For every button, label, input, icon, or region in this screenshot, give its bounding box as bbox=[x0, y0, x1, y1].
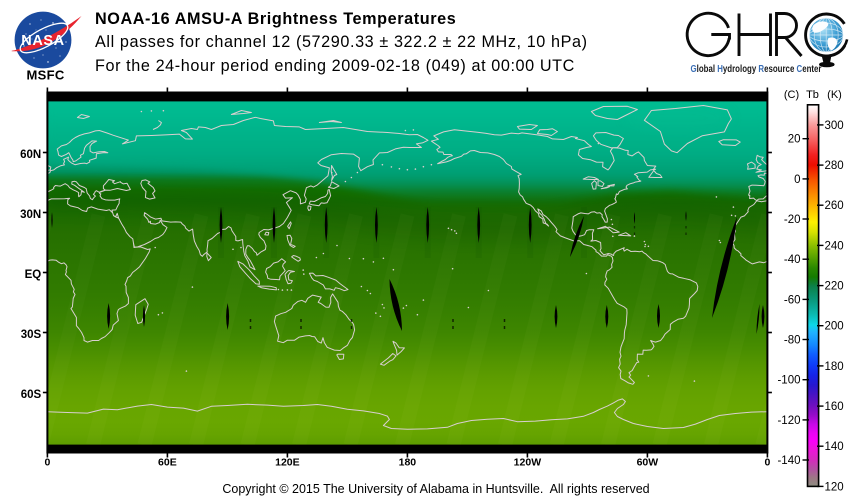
svg-text:(K): (K) bbox=[827, 89, 842, 101]
svg-text:220: 220 bbox=[825, 281, 844, 293]
svg-text:60E: 60E bbox=[158, 457, 177, 469]
svg-text:-80: -80 bbox=[784, 335, 801, 347]
svg-text:Global Hydrology Resource Cent: Global Hydrology Resource Center bbox=[691, 64, 822, 75]
svg-text:180: 180 bbox=[825, 361, 844, 373]
svg-text:-40: -40 bbox=[784, 254, 801, 266]
svg-text:20: 20 bbox=[788, 134, 801, 146]
svg-text:-60: -60 bbox=[784, 294, 801, 306]
svg-text:160: 160 bbox=[825, 401, 844, 413]
svg-text:NASA: NASA bbox=[21, 33, 65, 49]
svg-text:EQ: EQ bbox=[25, 269, 44, 281]
svg-text:MSFC: MSFC bbox=[26, 68, 64, 83]
svg-text:60W: 60W bbox=[637, 457, 659, 469]
svg-text:200: 200 bbox=[825, 321, 844, 333]
svg-text:120: 120 bbox=[825, 481, 844, 493]
svg-text:30S: 30S bbox=[21, 329, 44, 341]
svg-text:0: 0 bbox=[794, 174, 800, 186]
svg-text:-120: -120 bbox=[778, 415, 801, 427]
svg-text:(C): (C) bbox=[784, 89, 799, 101]
svg-text:-20: -20 bbox=[784, 214, 801, 226]
svg-text:60N: 60N bbox=[20, 149, 43, 161]
svg-text:240: 240 bbox=[825, 240, 844, 252]
svg-text:0: 0 bbox=[44, 457, 50, 469]
svg-text:-100: -100 bbox=[778, 375, 801, 387]
svg-text:280: 280 bbox=[825, 160, 844, 172]
svg-text:300: 300 bbox=[825, 120, 844, 132]
svg-text:180: 180 bbox=[399, 457, 417, 469]
svg-text:120E: 120E bbox=[275, 457, 300, 469]
svg-text:260: 260 bbox=[825, 200, 844, 212]
svg-text:120W: 120W bbox=[514, 457, 542, 469]
svg-text:-140: -140 bbox=[778, 455, 801, 467]
svg-text:0: 0 bbox=[764, 457, 770, 469]
svg-text:140: 140 bbox=[825, 441, 844, 453]
svg-text:60S: 60S bbox=[21, 389, 44, 401]
svg-text:Tb: Tb bbox=[806, 89, 819, 101]
svg-text:30N: 30N bbox=[20, 209, 43, 221]
